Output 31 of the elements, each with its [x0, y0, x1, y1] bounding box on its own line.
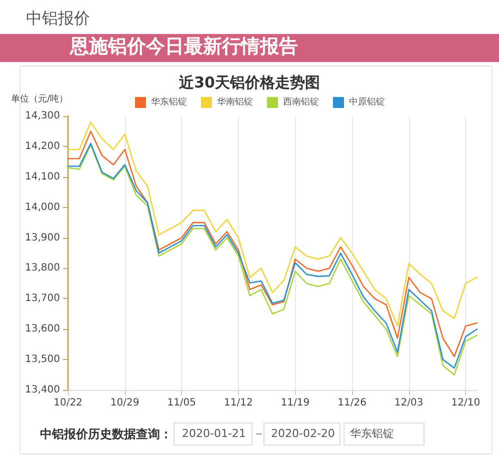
- y-tick-label: 14,200: [25, 140, 60, 152]
- y-tick-label: 14,000: [25, 202, 60, 213]
- legend-label: 华东铝锭: [151, 96, 187, 108]
- legend-label: 西南铝锭: [283, 96, 319, 108]
- x-tick-label: 11/12: [224, 398, 253, 408]
- y-tick-label: 13,700: [25, 293, 60, 304]
- y-tick-label: 13,600: [25, 324, 60, 335]
- y-tick-label: 13,400: [25, 384, 60, 396]
- y-tick-label: 13,500: [25, 354, 60, 366]
- text: 华东铝锭: [350, 427, 394, 440]
- text: 恩施铝价今日最新行情报告: [69, 36, 298, 58]
- y-tick-label: 13,900: [25, 232, 60, 244]
- y-tick-label: 13,800: [25, 262, 60, 274]
- legend-label: 华南铝锭: [217, 96, 253, 108]
- text: 2020-01-21: [182, 427, 246, 440]
- text: 中铝报价历史数据查询：: [40, 427, 172, 441]
- x-tick-label: 11/05: [167, 398, 196, 408]
- x-tick-label: 12/03: [394, 398, 424, 408]
- x-tick-label: 11/19: [280, 398, 310, 408]
- text: 2020-02-20: [271, 427, 335, 440]
- y-tick-label: 14,300: [25, 110, 60, 122]
- x-tick-label: 10/29: [110, 398, 140, 408]
- x-tick-label: 12/10: [451, 398, 480, 408]
- legend-label: 中原铝锭: [349, 96, 385, 108]
- y-tick-label: 14,100: [25, 171, 60, 182]
- line-series: [67, 121, 478, 327]
- chart-title: 近30天铝价格走势图: [178, 74, 320, 92]
- x-tick-label: 11/26: [338, 398, 366, 408]
- y-axis-title: 单位（元/吨）: [10, 94, 68, 104]
- x-tick-label: 10/22: [54, 398, 82, 408]
- text: 中铝报价: [26, 8, 90, 28]
